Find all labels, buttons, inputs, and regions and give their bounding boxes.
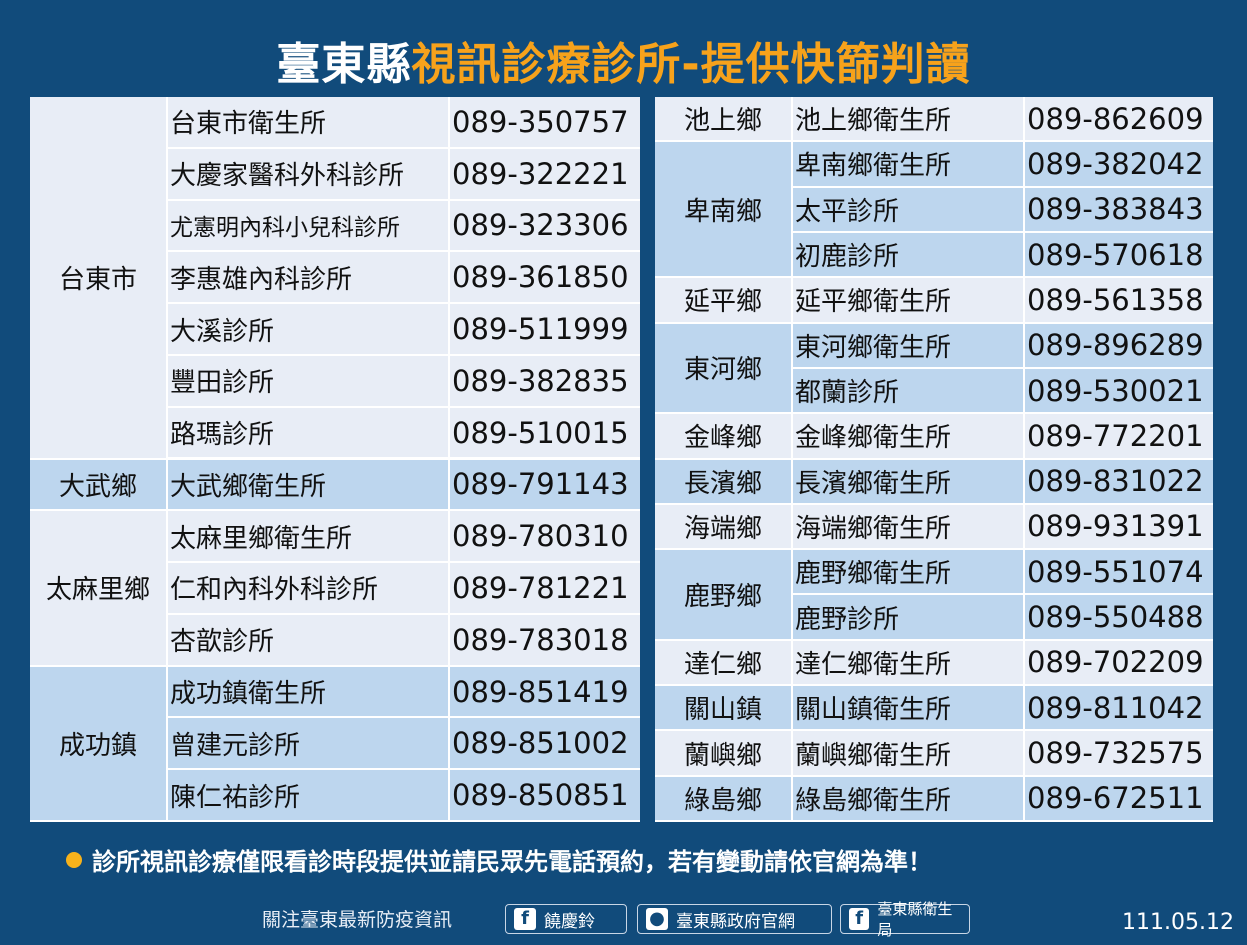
clinic-name: 曾建元診所 <box>168 718 448 769</box>
phone: 089-772201 <box>1025 414 1213 458</box>
clinic-name: 仁和內科外科診所 <box>168 563 448 613</box>
phone: 089-702209 <box>1025 640 1213 685</box>
title-part: 臺東縣 <box>276 39 412 90</box>
clinic-name: 尤憲明內科小兒科診所 <box>168 200 448 251</box>
clinic-name: 綠島鄉衛生所 <box>793 776 1023 820</box>
township-cell: 海端鄉 <box>655 504 791 549</box>
clinic-name: 大慶家醫科外科診所 <box>168 148 448 199</box>
clinic-name: 陳仁祐診所 <box>168 770 448 820</box>
link-badge[interactable]: f 臺東縣衛生局 <box>840 900 970 939</box>
phone: 089-851002 <box>450 718 640 769</box>
township-cell: 延平鄉 <box>655 278 791 322</box>
phone: 089-350757 <box>450 97 640 147</box>
clinic-name: 達仁鄉衛生所 <box>793 640 1023 685</box>
township-cell: 東河鄉 <box>655 323 791 413</box>
link-text[interactable]: 饒慶鈴 <box>544 911 595 932</box>
link-text[interactable]: 臺東縣衛生局 <box>877 900 953 939</box>
icon: f <box>514 908 536 930</box>
phone: 089-511999 <box>450 304 640 354</box>
township-cell: 成功鎮 <box>30 666 166 820</box>
clinic-name: 金峰鄉衛生所 <box>793 414 1023 458</box>
clinic-name: 豐田診所 <box>168 355 448 406</box>
title-part: 視訊診療診所-提供快篩判讀 <box>411 39 971 90</box>
township-cell: 台東市 <box>30 97 166 458</box>
township-cell: 長濱鄉 <box>655 459 791 503</box>
note: 診所視訊診療僅限看診時段提供並請民眾先電話預約，若有變動請依官網為準！ <box>66 842 932 877</box>
phone: 089-382835 <box>450 355 640 406</box>
township-cell: 大武鄉 <box>30 459 166 510</box>
phone: 089-383843 <box>1025 187 1213 231</box>
clinic-name: 台東市衛生所 <box>168 97 448 147</box>
phone: 089-361850 <box>450 252 640 303</box>
township-cell: 蘭嶼鄉 <box>655 731 791 775</box>
link-badge[interactable]: ● 臺東縣政府官網 <box>637 904 832 934</box>
follow-text: 關注臺東最新防疫資訊 <box>262 909 453 931</box>
date: 111.05.12 <box>1122 910 1234 935</box>
clinic-name: 初鹿診所 <box>793 232 1023 277</box>
clinic-name: 東河鄉衛生所 <box>793 323 1023 367</box>
clinic-name: 蘭嶼鄉衛生所 <box>793 731 1023 775</box>
phone: 089-570618 <box>1025 232 1213 277</box>
phone: 089-323306 <box>450 200 640 251</box>
clinic-name: 池上鄉衛生所 <box>793 97 1023 141</box>
phone: 089-561358 <box>1025 278 1213 322</box>
icon: f <box>849 908 870 930</box>
township-cell: 綠島鄉 <box>655 776 791 820</box>
clinic-name: 太麻里鄉衛生所 <box>168 511 448 562</box>
clinic-name: 路瑪診所 <box>168 407 448 458</box>
phone: 089-781221 <box>450 563 640 613</box>
phone: 089-862609 <box>1025 97 1213 141</box>
link-text[interactable]: 臺東縣政府官網 <box>676 911 795 932</box>
phone: 089-811042 <box>1025 686 1213 730</box>
phone: 089-896289 <box>1025 323 1213 367</box>
clinic-name: 鹿野診所 <box>793 595 1023 639</box>
township-cell: 關山鎮 <box>655 686 791 730</box>
clinic-name: 海端鄉衛生所 <box>793 504 1023 549</box>
phone: 089-550488 <box>1025 595 1213 639</box>
clinic-name: 長濱鄉衛生所 <box>793 459 1023 503</box>
phone: 089-791143 <box>450 459 640 510</box>
phone: 089-850851 <box>450 770 640 820</box>
clinic-name: 延平鄉衛生所 <box>793 278 1023 322</box>
phone: 089-780310 <box>450 511 640 562</box>
township-cell: 金峰鄉 <box>655 414 791 458</box>
clinic-name: 關山鎮衛生所 <box>793 686 1023 730</box>
icon: ● <box>646 908 668 930</box>
clinic-name: 成功鎮衛生所 <box>168 666 448 717</box>
phone: 089-382042 <box>1025 142 1213 186</box>
phone: 089-510015 <box>450 407 640 458</box>
clinic-name: 大武鄉衛生所 <box>168 459 448 510</box>
phone: 089-783018 <box>450 614 640 665</box>
bullet <box>66 851 82 868</box>
link-badge[interactable]: f 饒慶鈴 <box>505 904 627 934</box>
note-text: 診所視訊診療僅限看診時段提供並請民眾先電話預約，若有變動請依官網為準！ <box>92 848 932 876</box>
phone: 089-831022 <box>1025 459 1213 503</box>
clinic-name: 太平診所 <box>793 187 1023 231</box>
clinic-name: 鹿野鄉衛生所 <box>793 550 1023 594</box>
clinic-name: 都蘭診所 <box>793 368 1023 413</box>
clinic-name: 大溪診所 <box>168 304 448 354</box>
township-cell: 鹿野鄉 <box>655 550 791 639</box>
phone: 089-672511 <box>1025 776 1213 820</box>
township-cell: 達仁鄉 <box>655 640 791 685</box>
clinic-name: 杏歆診所 <box>168 614 448 665</box>
phone: 089-551074 <box>1025 550 1213 594</box>
phone: 089-530021 <box>1025 368 1213 413</box>
phone: 089-732575 <box>1025 731 1213 775</box>
township-cell: 太麻里鄉 <box>30 511 166 665</box>
clinic-name: 李惠雄內科診所 <box>168 252 448 303</box>
phone: 089-931391 <box>1025 504 1213 549</box>
township-cell: 卑南鄉 <box>655 142 791 277</box>
phone: 089-851419 <box>450 666 640 717</box>
township-cell: 池上鄉 <box>655 97 791 141</box>
title: 臺東縣視訊診療診所-提供快篩判讀 <box>0 28 1247 92</box>
clinic-name: 卑南鄉衛生所 <box>793 142 1023 186</box>
phone: 089-322221 <box>450 148 640 199</box>
